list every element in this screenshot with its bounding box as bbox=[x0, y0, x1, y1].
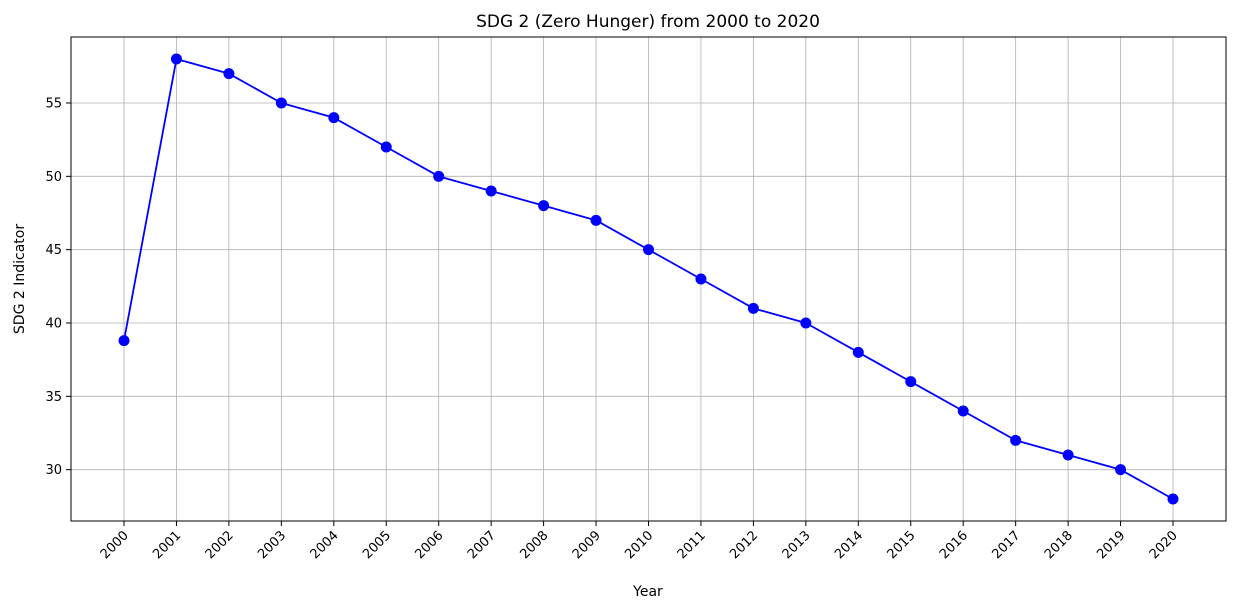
x-tick-label: 2010 bbox=[622, 528, 656, 562]
x-tick-label: 2000 bbox=[98, 528, 132, 562]
x-tick-label: 2014 bbox=[832, 528, 866, 562]
data-point bbox=[223, 68, 235, 80]
y-tick-label: 30 bbox=[45, 463, 62, 478]
x-tick-label: 2018 bbox=[1042, 528, 1076, 562]
x-tick-label: 2016 bbox=[937, 528, 971, 562]
data-point bbox=[328, 112, 340, 124]
x-tick-label: 2004 bbox=[308, 528, 342, 562]
data-point bbox=[852, 346, 864, 358]
x-tick-label: 2012 bbox=[727, 528, 761, 562]
data-point bbox=[695, 273, 707, 285]
y-tick-label: 55 bbox=[45, 97, 62, 112]
x-tick-label: 2008 bbox=[517, 528, 551, 562]
data-point bbox=[747, 302, 759, 314]
x-tick-label: 2009 bbox=[570, 528, 604, 562]
data-point bbox=[1010, 434, 1022, 446]
x-tick-label: 2007 bbox=[465, 528, 499, 562]
x-tick-label: 2017 bbox=[989, 528, 1023, 562]
x-tick-label: 2006 bbox=[413, 528, 447, 562]
y-tick-label: 45 bbox=[45, 243, 62, 258]
x-tick-label: 2015 bbox=[885, 528, 919, 562]
data-point bbox=[538, 200, 550, 212]
x-tick-label: 2019 bbox=[1094, 528, 1128, 562]
x-tick-label: 2011 bbox=[675, 528, 709, 562]
x-tick-label: 2005 bbox=[360, 528, 394, 562]
data-point bbox=[275, 97, 287, 109]
data-point bbox=[1062, 449, 1074, 461]
data-point bbox=[485, 185, 497, 197]
y-tick-label: 35 bbox=[45, 390, 62, 405]
data-point bbox=[957, 405, 969, 417]
x-tick-label: 2003 bbox=[255, 528, 289, 562]
data-point bbox=[1167, 493, 1179, 505]
x-axis: 2000 2001 2002 2003 2004 2005 2006 2007 2008 2009… bbox=[98, 521, 1181, 562]
series-layer bbox=[118, 53, 1179, 505]
x-tick-label: 2013 bbox=[780, 528, 814, 562]
data-point bbox=[170, 53, 182, 65]
data-point bbox=[380, 141, 392, 153]
data-point bbox=[800, 317, 812, 329]
data-point bbox=[905, 376, 917, 388]
x-tick-label: 2001 bbox=[150, 528, 184, 562]
data-point bbox=[118, 335, 130, 347]
x-tick-label: 2002 bbox=[203, 528, 237, 562]
y-tick-label: 50 bbox=[45, 170, 62, 185]
data-point bbox=[433, 170, 445, 182]
y-axis: 30 35 40 45 50 55 bbox=[45, 97, 71, 478]
chart-title: SDG 2 (Zero Hunger) from 2000 to 2020 bbox=[476, 12, 820, 32]
data-point bbox=[643, 244, 654, 256]
data-point bbox=[590, 214, 602, 226]
x-axis-label: Year bbox=[632, 584, 663, 600]
data-point bbox=[1115, 464, 1127, 476]
y-tick-label: 40 bbox=[45, 317, 62, 332]
grid bbox=[71, 37, 1226, 521]
y-axis-label: SDG 2 Indicator bbox=[12, 224, 28, 334]
x-tick-label: 2020 bbox=[1147, 528, 1181, 562]
